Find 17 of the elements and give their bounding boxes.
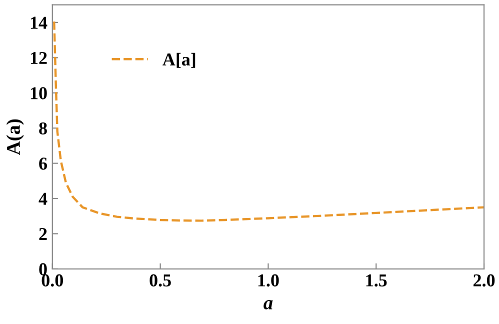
y-tick-label: 10 [30,87,47,100]
y-tick-label: 6 [39,158,48,170]
x-tick-label: 1.5 [366,274,387,287]
line-series [53,20,484,222]
y-axis-title: A(a) [6,119,24,156]
y-tick-label: 2 [39,228,47,240]
y-tick-label: 14 [30,16,48,29]
x-axis-title: a [264,300,273,310]
y-tick-label: 12 [30,52,47,64]
legend-label: A[a] [162,52,196,68]
y-tick-label: 4 [38,192,48,205]
x-tick-label: 0.0 [42,274,63,287]
y-tick-label: 8 [39,122,47,135]
x-tick-label: 1.0 [258,274,279,287]
x-tick-label: 0.5 [150,274,171,287]
x-tick-label: 2.0 [474,274,495,287]
y-tick-label: 0 [39,263,47,276]
